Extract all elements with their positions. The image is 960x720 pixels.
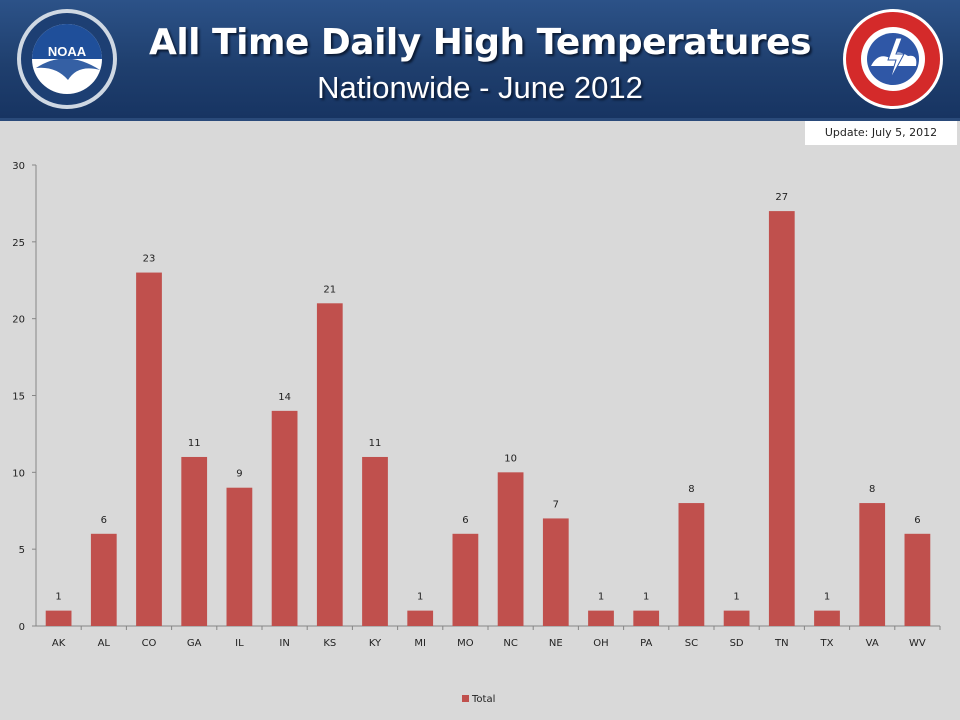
x-tick-label: TN <box>774 638 789 649</box>
data-label: 7 <box>553 499 559 510</box>
y-tick-label: 20 <box>12 315 25 326</box>
data-label: 6 <box>101 515 107 526</box>
x-tick-label: MO <box>457 638 474 649</box>
bar <box>904 533 931 626</box>
data-label: 21 <box>323 284 336 295</box>
data-label: 10 <box>504 453 517 464</box>
bar-chart: 0510152025301AK6AL23CO11GA9IL14IN21KS11K… <box>12 161 941 705</box>
data-label: 11 <box>188 438 201 449</box>
x-tick-label: KS <box>323 638 336 649</box>
bar <box>768 211 795 626</box>
y-tick-label: 15 <box>12 392 25 403</box>
x-tick-label: OH <box>593 638 608 649</box>
y-tick-label: 30 <box>12 161 25 172</box>
noaa-logo-text: NOAA <box>48 44 87 59</box>
data-label: 1 <box>733 592 739 603</box>
x-tick-label: CO <box>142 638 157 649</box>
x-tick-label: VA <box>866 638 879 649</box>
bar <box>316 303 343 626</box>
page-subtitle: Nationwide - June 2012 <box>317 70 643 105</box>
bar <box>362 456 388 626</box>
y-tick-label: 5 <box>19 545 25 556</box>
update-label: Update: July 5, 2012 <box>805 121 957 145</box>
y-tick-label: 0 <box>19 622 25 633</box>
data-label: 23 <box>143 254 156 265</box>
x-tick-label: TX <box>820 638 834 649</box>
data-label: 1 <box>55 592 61 603</box>
bar <box>497 472 524 626</box>
data-label: 9 <box>236 469 242 480</box>
bar <box>181 456 208 626</box>
bar <box>136 272 162 626</box>
x-tick-label: AL <box>98 638 111 649</box>
page-title: All Time Daily High Temperatures <box>148 22 812 63</box>
bar <box>45 610 72 626</box>
x-tick-label: SD <box>730 638 744 649</box>
noaa-logo-icon: NOAA <box>17 9 117 109</box>
bar <box>588 610 614 626</box>
data-label: 6 <box>914 515 920 526</box>
data-label: 1 <box>598 592 604 603</box>
bar <box>271 410 298 626</box>
data-label: 1 <box>643 592 649 603</box>
bar <box>226 487 253 626</box>
data-label: 27 <box>775 192 788 203</box>
data-label: 8 <box>869 484 875 495</box>
data-label: 8 <box>688 484 694 495</box>
bar <box>814 610 840 626</box>
data-label: 1 <box>824 592 830 603</box>
bar <box>723 610 750 626</box>
bar <box>452 533 479 626</box>
legend-label: Total <box>471 694 495 705</box>
data-label: 11 <box>369 438 382 449</box>
header-banner: NOAA All Time Daily High Temperatures Na… <box>0 0 960 121</box>
x-tick-label: KY <box>369 638 382 649</box>
legend-swatch <box>462 695 469 702</box>
x-tick-label: IL <box>235 638 244 649</box>
x-tick-label: GA <box>187 638 202 649</box>
data-label: 6 <box>462 515 468 526</box>
bar <box>542 518 569 626</box>
x-tick-label: IN <box>279 638 289 649</box>
y-tick-label: 10 <box>12 468 25 479</box>
x-tick-label: WV <box>909 638 926 649</box>
x-tick-label: PA <box>640 638 652 649</box>
y-tick-label: 25 <box>12 238 25 249</box>
bar <box>678 503 705 626</box>
bar <box>633 610 660 626</box>
x-tick-label: NE <box>549 638 563 649</box>
x-tick-label: MI <box>414 638 426 649</box>
x-tick-label: NC <box>503 638 517 649</box>
bar <box>90 533 117 626</box>
data-label: 14 <box>278 392 291 403</box>
x-tick-label: AK <box>52 638 66 649</box>
bar <box>859 503 886 626</box>
data-label: 1 <box>417 592 423 603</box>
x-tick-label: SC <box>685 638 698 649</box>
bar <box>407 610 434 626</box>
nws-logo-icon <box>843 9 943 109</box>
